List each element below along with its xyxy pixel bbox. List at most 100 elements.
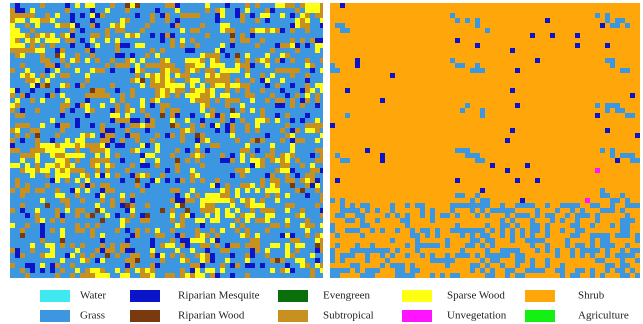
map-cell: [115, 118, 120, 123]
map-cell: [10, 128, 15, 133]
map-cell: [70, 108, 75, 113]
map-cell: [365, 258, 370, 263]
map-cell: [80, 138, 85, 143]
map-cell: [465, 18, 470, 23]
map-cell: [130, 93, 135, 98]
map-cell: [205, 243, 210, 248]
map-cell: [55, 48, 60, 53]
map-cell: [200, 53, 205, 58]
map-cell: [90, 53, 95, 58]
map-cell: [480, 268, 485, 273]
map-cell: [595, 168, 600, 173]
map-cell: [100, 238, 105, 243]
map-cell: [170, 208, 175, 213]
map-cell: [405, 273, 410, 278]
map-cell: [610, 223, 615, 228]
legend-label: Unvegetation: [447, 310, 507, 322]
map-cell: [225, 73, 230, 78]
map-cell: [300, 88, 305, 93]
map-cell: [165, 133, 170, 138]
map-cell: [155, 78, 160, 83]
map-cell: [60, 268, 65, 273]
map-cell: [245, 213, 250, 218]
map-cell: [190, 198, 195, 203]
map-cell: [125, 63, 130, 68]
map-cell: [625, 23, 630, 28]
map-cell: [520, 203, 525, 208]
map-cell: [15, 133, 20, 138]
map-cell: [170, 198, 175, 203]
map-cell: [175, 223, 180, 228]
map-cell: [225, 103, 230, 108]
map-cell: [310, 38, 315, 43]
map-cell: [40, 58, 45, 63]
map-cell: [635, 133, 640, 138]
map-cell: [225, 28, 230, 33]
map-cell: [380, 98, 385, 103]
map-cell: [75, 68, 80, 73]
map-cell: [150, 253, 155, 258]
map-cell: [155, 233, 160, 238]
map-cell: [290, 83, 295, 88]
map-cell: [125, 103, 130, 108]
map-cell: [250, 98, 255, 103]
map-cell: [270, 178, 275, 183]
map-cell: [205, 203, 210, 208]
map-cell: [75, 168, 80, 173]
map-cell: [515, 178, 520, 183]
map-cell: [40, 148, 45, 153]
map-cell: [245, 68, 250, 73]
map-cell: [340, 253, 345, 258]
map-cell: [230, 173, 235, 178]
map-cell: [105, 148, 110, 153]
map-cell: [155, 253, 160, 258]
map-cell: [150, 13, 155, 18]
map-cell: [175, 83, 180, 88]
map-cell: [445, 253, 450, 258]
map-cell: [550, 213, 555, 218]
map-cell: [130, 3, 135, 8]
map-cell: [95, 158, 100, 163]
map-cell: [500, 233, 505, 238]
map-cell: [320, 243, 323, 248]
map-cell: [625, 228, 630, 233]
map-cell: [255, 238, 260, 243]
map-cell: [305, 128, 310, 133]
map-cell: [470, 153, 475, 158]
map-cell: [130, 163, 135, 168]
map-cell: [85, 58, 90, 63]
map-cell: [280, 158, 285, 163]
map-cell: [285, 268, 290, 273]
map-cell: [170, 133, 175, 138]
map-cell: [350, 228, 355, 233]
map-cell: [620, 193, 625, 198]
map-cell: [25, 33, 30, 38]
map-cell: [320, 88, 323, 93]
map-cell: [590, 268, 595, 273]
map-cell: [510, 218, 515, 223]
map-cell: [430, 208, 435, 213]
map-cell: [255, 163, 260, 168]
map-cell: [65, 203, 70, 208]
map-cell: [130, 193, 135, 198]
map-cell: [500, 208, 505, 213]
map-cell: [190, 263, 195, 268]
map-cell: [35, 23, 40, 28]
map-cell: [10, 148, 15, 153]
map-cell: [305, 43, 310, 48]
map-cell: [180, 218, 185, 223]
map-cell: [240, 223, 245, 228]
map-cell: [605, 128, 610, 133]
map-cell: [200, 243, 205, 248]
map-cell: [265, 58, 270, 63]
map-cell: [220, 13, 225, 18]
map-cell: [340, 158, 345, 163]
map-cell: [190, 93, 195, 98]
map-cell: [320, 3, 323, 8]
map-cell: [100, 233, 105, 238]
map-cell: [305, 58, 310, 63]
map-cell: [60, 33, 65, 38]
map-cell: [165, 243, 170, 248]
map-cell: [155, 53, 160, 58]
map-cell: [455, 178, 460, 183]
